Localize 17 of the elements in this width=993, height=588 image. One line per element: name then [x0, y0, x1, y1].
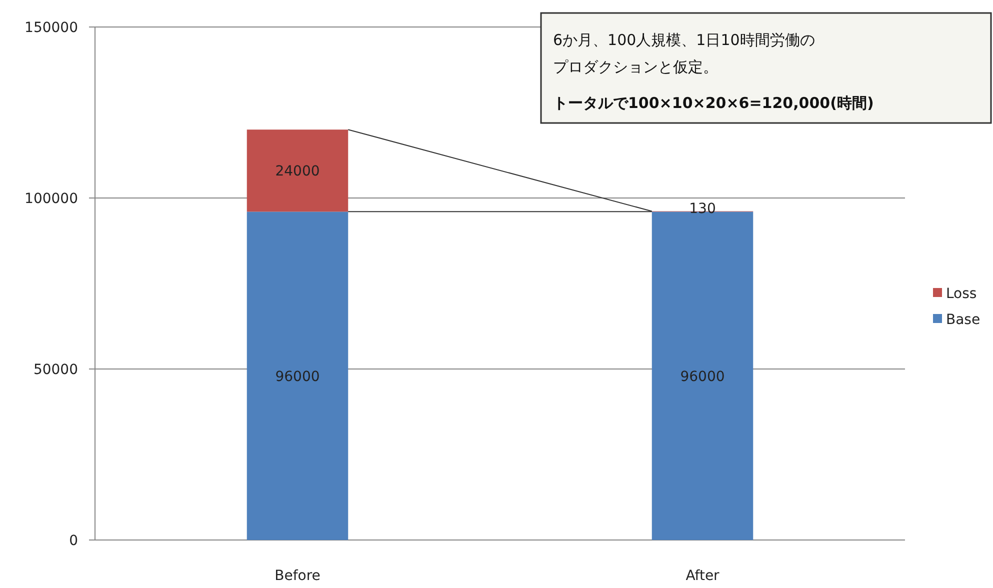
- y-tick-label: 100000: [24, 191, 78, 207]
- data-label: 96000: [680, 368, 725, 385]
- bar: [652, 212, 754, 540]
- y-tick-label: 50000: [33, 362, 78, 378]
- legend-label: Loss: [946, 286, 977, 302]
- x-tick-label: Before: [274, 568, 320, 584]
- annotation: プロダクションと仮定。: [553, 58, 718, 76]
- annotation: 6か月、100人規模、1日10時間労働の: [553, 31, 815, 49]
- data-label: 24000: [275, 164, 320, 180]
- x-tick-label: After: [686, 568, 720, 584]
- data-label: 96000: [275, 368, 320, 385]
- bar: [246, 212, 348, 540]
- y-tick-label: 0: [69, 533, 78, 549]
- bar: [246, 130, 348, 212]
- legend-label: Base: [946, 312, 980, 328]
- y-tick-label: 150000: [24, 20, 78, 36]
- annotation: トータルで100×10×20×6=120,000(時間): [553, 94, 874, 112]
